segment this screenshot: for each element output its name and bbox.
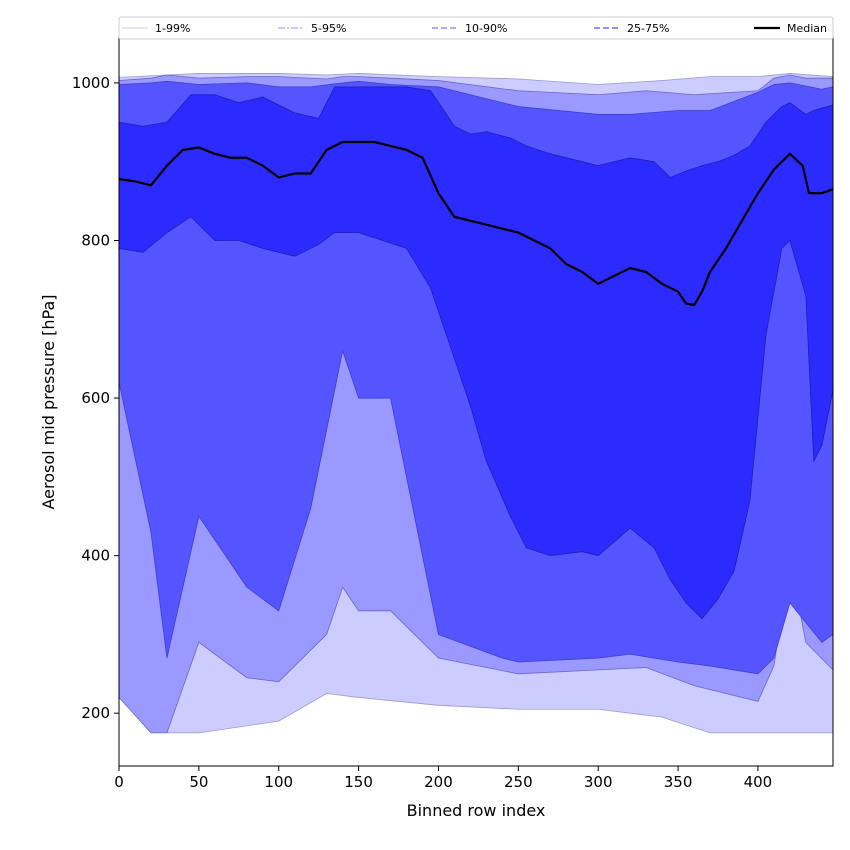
legend-label-4: 25-75% bbox=[627, 22, 669, 35]
x-tick-label-350: 350 bbox=[664, 773, 693, 791]
bands-layer bbox=[118, 73, 834, 734]
legend: 1-99% 5-95% 10-90% 25-75% Median bbox=[118, 16, 834, 40]
band-4-upper-line bbox=[118, 86, 834, 178]
y-tick-label-200: 200 bbox=[81, 704, 110, 722]
median-line bbox=[118, 140, 834, 307]
band-2-upper-line bbox=[118, 74, 833, 96]
legend-box bbox=[118, 16, 834, 40]
band-3-upper-line bbox=[118, 80, 834, 115]
y-tick-label-400: 400 bbox=[81, 547, 110, 565]
x-tick-label-50: 50 bbox=[189, 773, 208, 791]
band-4 bbox=[119, 86, 833, 619]
y-tick-label-600: 600 bbox=[81, 389, 110, 407]
y-axis: 200 400 600 800 1000 bbox=[72, 74, 119, 722]
band-4-lower-line bbox=[118, 216, 834, 620]
y-tick-label-1000: 1000 bbox=[72, 74, 110, 92]
band-1-lower-line bbox=[118, 634, 833, 734]
y-tick-label-800: 800 bbox=[81, 231, 110, 249]
legend-label-1: 1-99% bbox=[155, 22, 190, 35]
x-tick-label-150: 150 bbox=[344, 773, 373, 791]
x-tick-label-0: 0 bbox=[114, 773, 124, 791]
x-axis: 0 50 100 150 200 250 300 350 400 bbox=[114, 766, 772, 791]
x-tick-label-100: 100 bbox=[264, 773, 293, 791]
legend-label-3: 10-90% bbox=[465, 22, 507, 35]
median-layer bbox=[118, 140, 834, 307]
x-axis-label: Binned row index bbox=[407, 801, 546, 820]
band-1-upper-line bbox=[118, 73, 834, 85]
band-3-lower-line bbox=[118, 349, 834, 675]
x-tick-label-300: 300 bbox=[584, 773, 613, 791]
band-2-lower-line bbox=[118, 559, 834, 734]
y-axis-label: Aerosol mid pressure [hPa] bbox=[39, 294, 58, 509]
x-tick-label-200: 200 bbox=[424, 773, 453, 791]
legend-label-2: 5-95% bbox=[311, 22, 346, 35]
legend-label-5: Median bbox=[787, 22, 827, 35]
x-tick-label-400: 400 bbox=[744, 773, 773, 791]
x-tick-label-250: 250 bbox=[504, 773, 533, 791]
